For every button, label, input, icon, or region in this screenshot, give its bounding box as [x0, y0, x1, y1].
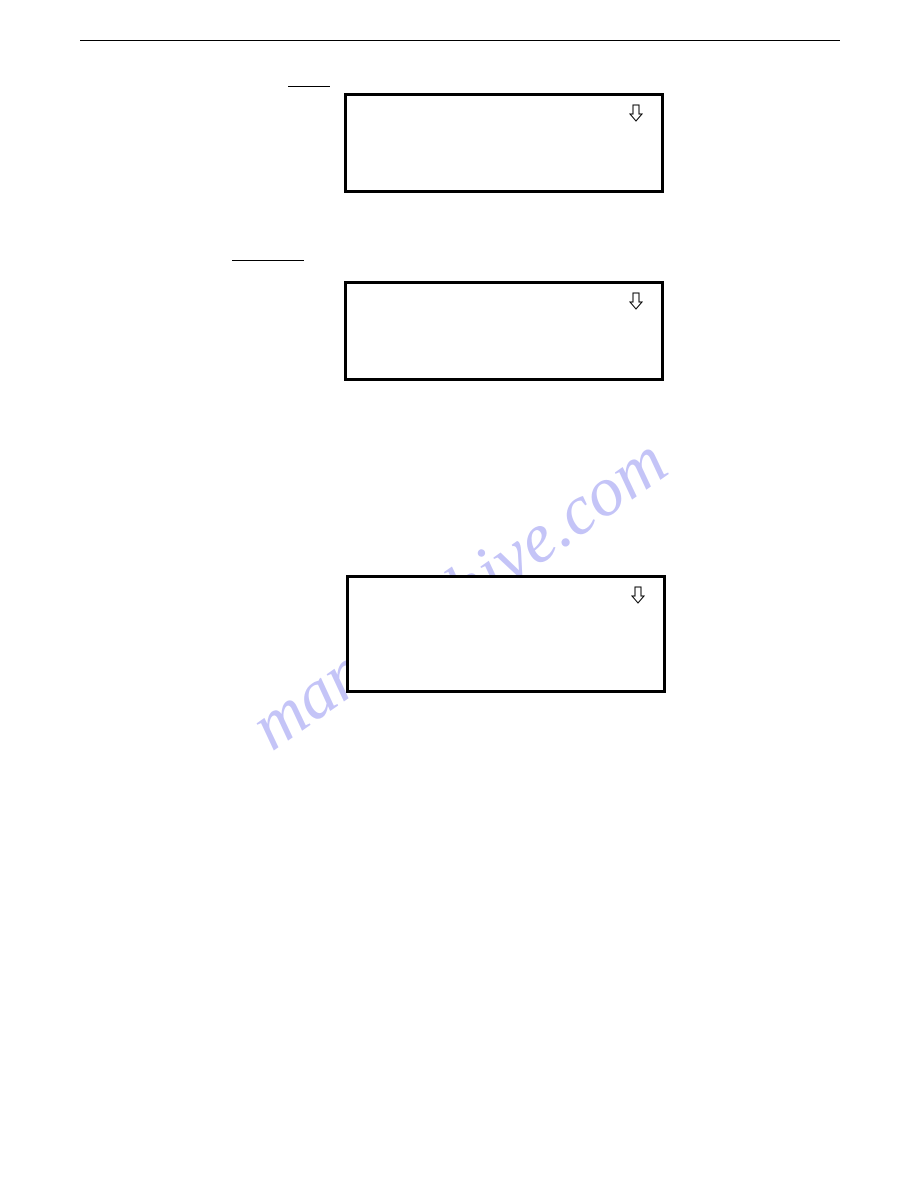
- display-box-1: [344, 93, 664, 193]
- top-rule: [80, 40, 840, 41]
- display-box-2: [344, 281, 664, 381]
- down-arrow-icon: [631, 586, 645, 604]
- down-arrow-icon: [629, 292, 643, 310]
- down-arrow-icon: [629, 104, 643, 122]
- section-underline-2: [232, 260, 304, 261]
- section-underline-1: [288, 86, 330, 87]
- display-box-3: [346, 575, 666, 693]
- page: manualshive.com: [0, 0, 918, 1188]
